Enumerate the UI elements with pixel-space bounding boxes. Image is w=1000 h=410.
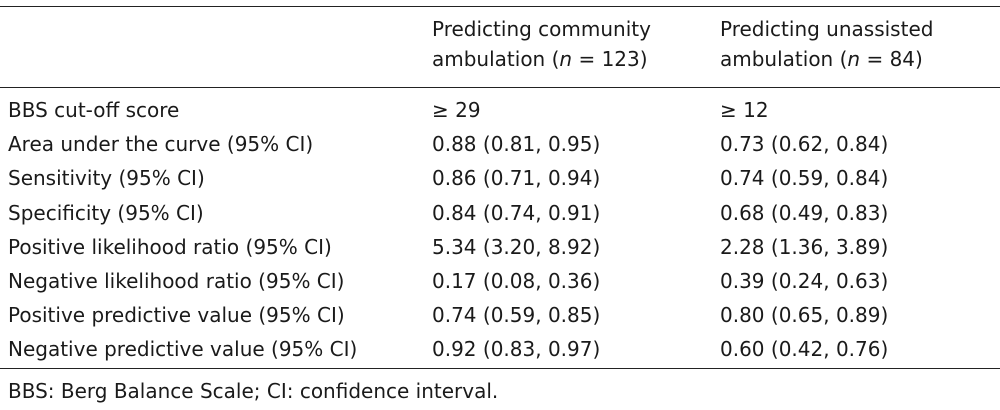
column-header-unassisted: Predicting unassisted ambulation (n = 84… [720, 14, 933, 74]
table-header-rule [0, 87, 1000, 88]
unassisted-value: 0.73 (0.62, 0.84) [720, 132, 889, 157]
community-value: 0.74 (0.59, 0.85) [432, 303, 601, 328]
community-value: 5.34 (3.20, 8.92) [432, 234, 601, 259]
table-row: Negative likelihood ratio (95% CI) 0.17 … [0, 264, 1000, 298]
table-row: BBS cut-off score ≥ 29 ≥ 12 [0, 93, 1000, 127]
row-label: Negative predictive value (95% CI) [8, 337, 358, 362]
table-footnote: BBS: Berg Balance Scale; CI: confidence … [8, 379, 499, 403]
unassisted-value: 0.68 (0.49, 0.83) [720, 200, 889, 225]
unassisted-value: ≥ 12 [720, 98, 769, 122]
table-row: Specificity (95% CI) 0.84 (0.74, 0.91) 0… [0, 196, 1000, 230]
row-label: BBS cut-off score [8, 98, 180, 122]
row-label: Area under the curve (95% CI) [8, 132, 314, 157]
column-header-community-line2: ambulation (n = 123) [432, 47, 648, 71]
row-label: Sensitivity (95% CI) [8, 166, 205, 191]
unassisted-value: 0.39 (0.24, 0.63) [720, 268, 889, 293]
column-header-unassisted-line2: ambulation (n = 84) [720, 47, 923, 71]
row-label: Negative likelihood ratio (95% CI) [8, 268, 345, 293]
table-body: BBS cut-off score ≥ 29 ≥ 12 Area under t… [0, 93, 1000, 367]
unassisted-value: 2.28 (1.36, 3.89) [720, 234, 889, 259]
row-label: Positive likelihood ratio (95% CI) [8, 234, 332, 259]
column-header-unassisted-line1: Predicting unassisted [720, 17, 934, 41]
table-row: Negative predictive value (95% CI) 0.92 … [0, 332, 1000, 366]
row-label: Specificity (95% CI) [8, 200, 204, 225]
unassisted-value: 0.80 (0.65, 0.89) [720, 303, 889, 328]
table-row: Area under the curve (95% CI) 0.88 (0.81… [0, 127, 1000, 161]
community-value: 0.86 (0.71, 0.94) [432, 166, 601, 191]
community-value: 0.88 (0.81, 0.95) [432, 132, 601, 157]
table-bottom-rule [0, 368, 1000, 369]
row-label: Positive predictive value (95% CI) [8, 303, 345, 328]
unassisted-value: 0.60 (0.42, 0.76) [720, 337, 889, 362]
community-value: 0.84 (0.74, 0.91) [432, 200, 601, 225]
community-value: 0.17 (0.08, 0.36) [432, 268, 601, 293]
community-value: 0.92 (0.83, 0.97) [432, 337, 601, 362]
community-value: ≥ 29 [432, 98, 481, 122]
table-top-rule [0, 6, 1000, 7]
table-row: Positive likelihood ratio (95% CI) 5.34 … [0, 230, 1000, 264]
column-header-community-line1: Predicting community [432, 17, 651, 41]
column-header-community: Predicting community ambulation (n = 123… [432, 14, 651, 74]
unassisted-value: 0.74 (0.59, 0.84) [720, 166, 889, 191]
table-row: Positive predictive value (95% CI) 0.74 … [0, 298, 1000, 332]
table-row: Sensitivity (95% CI) 0.86 (0.71, 0.94) 0… [0, 161, 1000, 195]
